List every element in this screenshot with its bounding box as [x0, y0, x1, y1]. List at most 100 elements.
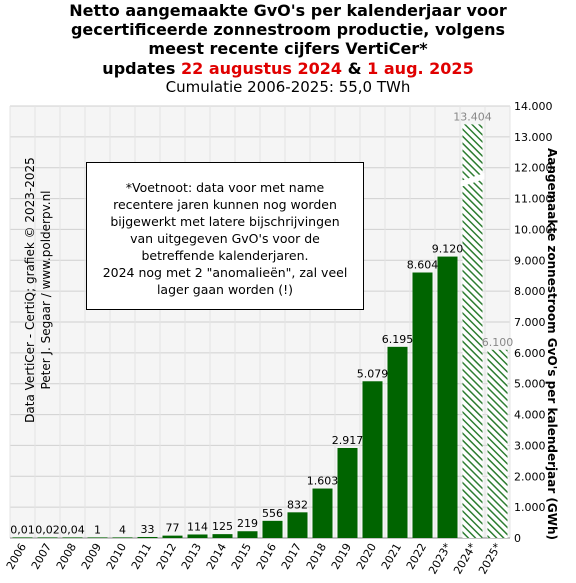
source-credit-line2: Peter J. Segaar / www.polderpv.nl [39, 190, 53, 390]
x-tick-label: 2012 [154, 541, 179, 572]
bar [237, 531, 258, 538]
x-tick-label: 2014 [204, 541, 229, 572]
bar [262, 520, 283, 538]
y-tick-label: 1.000 [514, 501, 546, 514]
y-tick-label: 8.000 [514, 285, 546, 298]
bar [387, 346, 408, 538]
chart-title-updates: updates 22 augustus 2024 & 1 aug. 2025 [0, 60, 576, 78]
footnote-line: lager gaan worden (!) [156, 282, 294, 297]
value-label: 1.603 [307, 475, 339, 488]
update-date-1: 22 augustus 2024 [181, 59, 343, 78]
bar [187, 534, 208, 538]
y-tick-label: 0 [514, 532, 521, 545]
x-tick-label: 2022 [404, 541, 429, 572]
updates-prefix: updates [102, 59, 176, 78]
x-tick-label: 2016 [254, 541, 279, 572]
footnote-line: bijgewerkt met latere bijschrijvingen [110, 214, 340, 229]
value-label: 0,04 [60, 523, 85, 536]
bar [137, 536, 158, 538]
bar [62, 537, 83, 538]
bar [312, 488, 333, 538]
value-label: 5.079 [357, 367, 389, 380]
value-label: 1 [94, 523, 101, 536]
y-tick-label: 4.000 [514, 409, 546, 422]
cumulative-subtitle: Cumulatie 2006-2025: 55,0 TWh [165, 78, 411, 96]
bar-hatched [462, 124, 483, 538]
x-tick-label: 2013 [179, 541, 204, 572]
chart-title-line2: gecertificeerde zonnestroom productie, v… [70, 20, 506, 39]
value-label: 2.917 [332, 434, 364, 447]
value-label: 33 [141, 523, 155, 536]
chart-title-line1: Netto aangemaakte GvO's per kalenderjaar… [69, 1, 507, 20]
value-label: 0,01 [10, 523, 35, 536]
footnote-line: van uitgegeven GvO's voor de [130, 231, 320, 246]
x-tick-label: 2007 [29, 541, 54, 572]
value-label: 114 [187, 520, 208, 533]
value-label: 125 [212, 520, 233, 533]
x-tick-label: 2020 [354, 541, 379, 572]
bar [37, 537, 58, 538]
y-tick-label: 14.000 [514, 100, 553, 113]
x-tick-label: 2010 [104, 541, 129, 572]
bar [162, 535, 183, 538]
x-tick-label: 2021 [379, 541, 404, 572]
y-tick-label: 6.000 [514, 347, 546, 360]
x-tick-label: 2008 [54, 541, 79, 572]
x-tick-label: 2019 [329, 541, 354, 572]
y-tick-label: 12.000 [514, 162, 553, 175]
axis-break-marker [460, 172, 485, 187]
x-tick-label: 2015 [229, 541, 254, 572]
bar-hatched [487, 349, 508, 538]
y-tick-labels: 0 1.000 2.000 3.000 4.000 5.000 6.000 7.000 8.00… [514, 100, 553, 545]
update-date-2: 1 aug. 2025 [367, 59, 474, 78]
x-tick-label: 2025* [476, 541, 504, 577]
value-label: 8.604 [407, 259, 439, 272]
update-separator: & [347, 59, 362, 78]
value-label: 77 [166, 522, 180, 535]
value-label: 6.195 [382, 333, 414, 346]
footnote-line: recentere jaren kunnen nog worden [113, 197, 337, 212]
x-tick-label: 2006 [4, 541, 29, 572]
y-tick-label: 2.000 [514, 470, 546, 483]
x-tick-label: 2009 [79, 541, 104, 572]
value-label: 556 [262, 507, 283, 520]
value-label: 13.404 [453, 110, 492, 123]
x-tick-label: 2024* [451, 541, 479, 577]
bar [112, 537, 133, 538]
value-label: 0,02 [35, 523, 60, 536]
y-tick-label: 11.000 [514, 193, 553, 206]
x-tick-label: 2018 [304, 541, 329, 572]
x-tick-label: 2017 [279, 541, 304, 572]
bar [212, 534, 233, 538]
y-tick-label: 9.000 [514, 254, 546, 267]
chart-title-line3: meest recente cijfers VertiCer* [148, 39, 428, 58]
bar [287, 512, 308, 538]
y-tick-label: 10.000 [514, 223, 553, 236]
source-credit-line1: Data VertiCer - CertiQ; grafiek © 2023-2… [23, 157, 37, 423]
footnote-line: 2024 nog met 2 "anomalieën", zal veel [102, 265, 348, 280]
y-tick-label: 3.000 [514, 439, 546, 452]
value-label: 4 [119, 523, 126, 536]
x-tick-label: 2023* [426, 541, 454, 577]
value-label: 6.100 [482, 336, 514, 349]
value-label: 219 [237, 517, 258, 530]
x-tick-labels: 2006 2007 2008 2009 2010 2011 2012 2013 2014 2015… [4, 541, 505, 577]
value-label: 832 [287, 498, 308, 511]
bars [12, 124, 508, 538]
bar [362, 381, 383, 538]
bar [337, 447, 358, 538]
footnote-line: *Voetnoot: data voor met name [125, 180, 325, 195]
bar [12, 537, 33, 538]
y-tick-label: 5.000 [514, 378, 546, 391]
value-label: 9.120 [432, 243, 464, 256]
footnote-line: betreffende kalenderjaren. [141, 248, 309, 263]
bar [437, 256, 458, 538]
source-credit: Data VertiCer - CertiQ; grafiek © 2023-2… [22, 150, 54, 430]
bar [87, 537, 108, 538]
x-tick-label: 2011 [129, 541, 154, 572]
value-labels: 0,01 0,02 0,04 1 4 33 77 114 125 219 556 832 1.603 2.… [10, 110, 513, 536]
y-axis-label: Aangemaakte zonnestroom GvO's per kalend… [545, 148, 559, 541]
footnote-box: *Voetnoot: data voor met name recentere … [86, 162, 364, 310]
y-tick-label: 13.000 [514, 131, 553, 144]
bar [412, 272, 433, 538]
